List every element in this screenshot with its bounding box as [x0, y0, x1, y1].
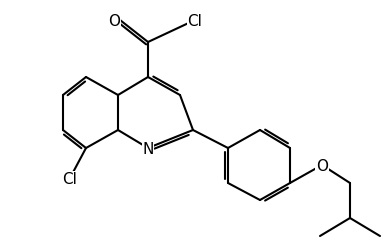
- Text: N: N: [142, 142, 154, 157]
- Text: O: O: [316, 159, 328, 174]
- Text: Cl: Cl: [187, 14, 203, 29]
- Text: Cl: Cl: [62, 172, 78, 187]
- Text: O: O: [108, 14, 120, 29]
